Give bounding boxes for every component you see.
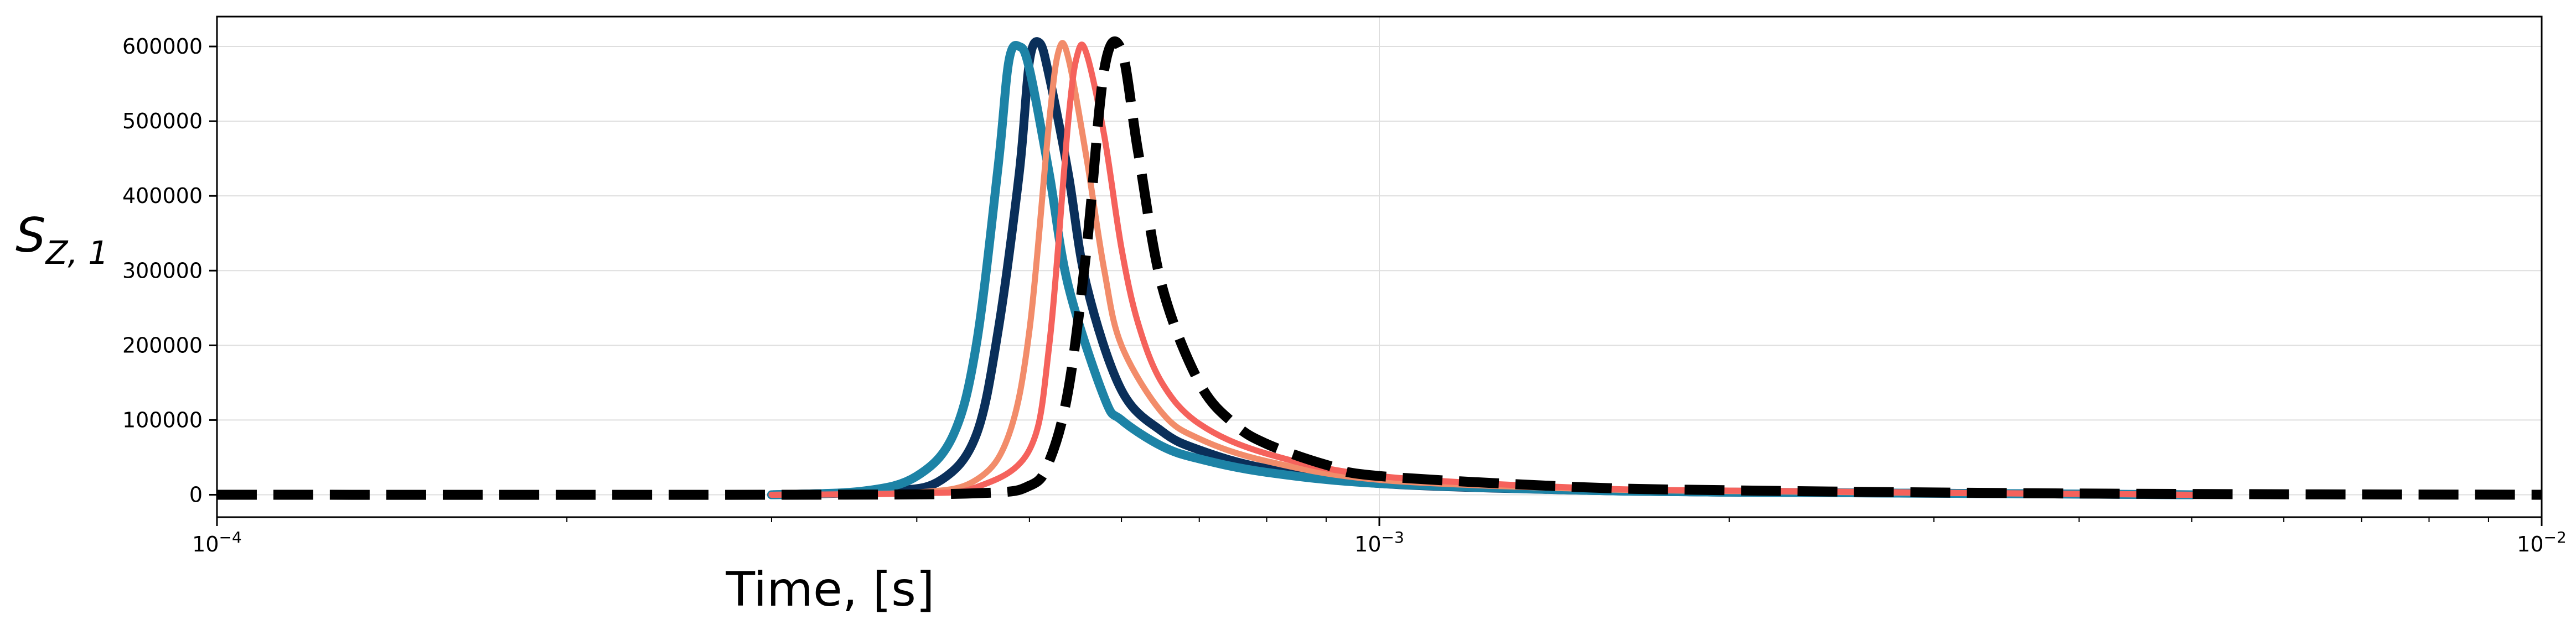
y-tick-label: 0 [189,482,203,507]
x-tick-label-base: 10 [192,532,219,556]
x-tick-label-exponent: −4 [219,528,242,546]
y-tick-label: 200000 [122,333,203,357]
x-tick-label-base: 10 [1354,532,1381,556]
y-axis-label-main: S [15,208,46,263]
y-tick-label: 400000 [122,184,203,208]
y-axis-label: SZ, 1 [15,208,108,272]
x-tick-label: 10−4 [192,528,242,556]
y-tick-label: 500000 [122,109,203,133]
axes: 010000020000030000040000050000060000010−… [122,34,2567,556]
y-tick-label: 300000 [122,258,203,283]
y-axis-label-subscript: Z, 1 [45,234,109,272]
x-tick-label-base: 10 [2517,532,2543,556]
y-tick-label: 100000 [122,408,203,432]
series-line-1 [216,36,2542,500]
x-tick-label: 10−2 [2517,528,2567,556]
x-tick-label: 10−3 [1354,528,1404,556]
series-layer [216,36,2542,500]
grid [216,17,2542,517]
x-axis-label: Time, [s] [725,562,934,617]
x-tick-label-exponent: −3 [1382,528,1404,546]
x-tick-label-exponent: −2 [2544,528,2567,546]
y-tick-label: 600000 [122,34,203,59]
